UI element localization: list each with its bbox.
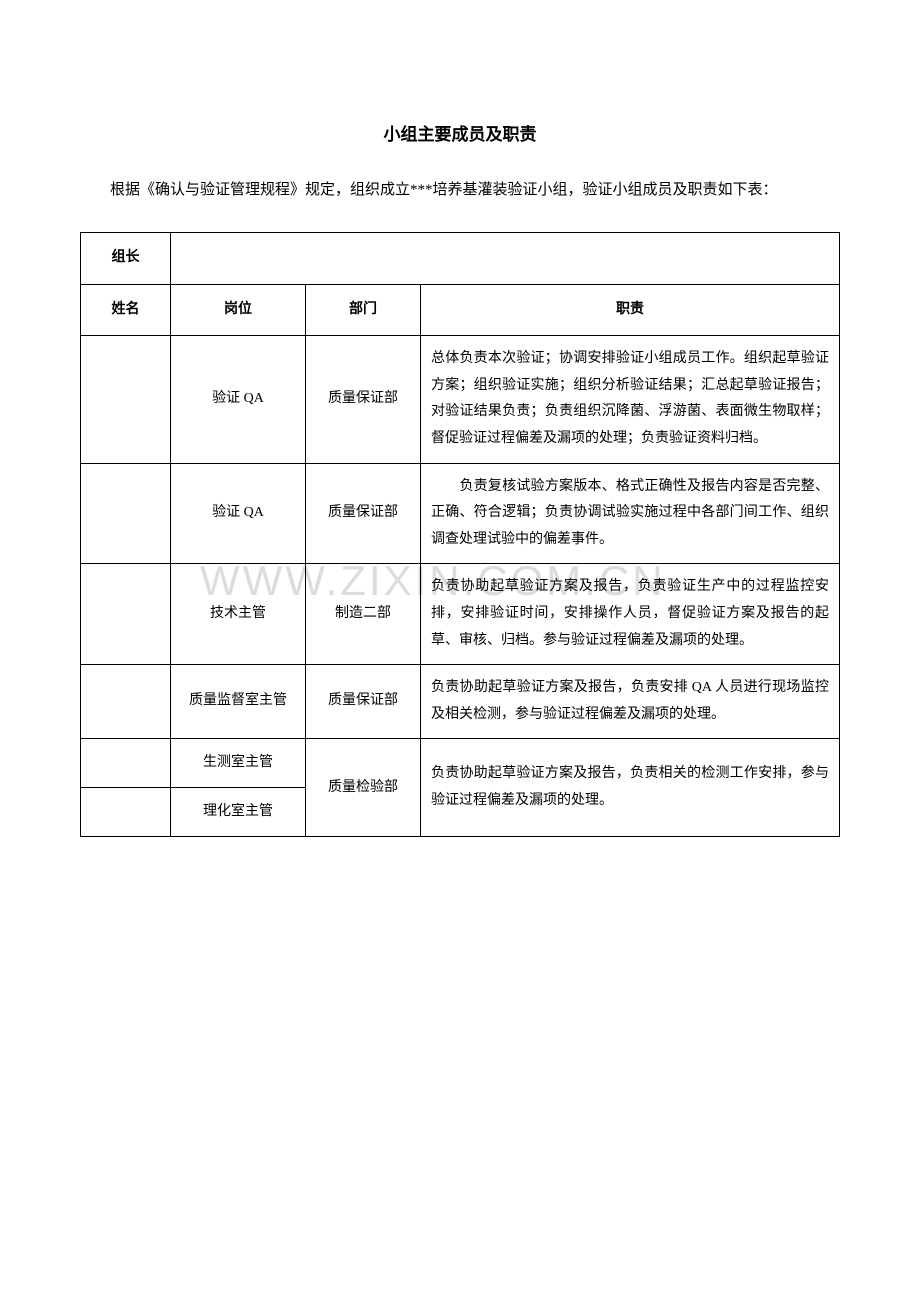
header-leader-empty [171,233,840,285]
table-row: 验证 QA 质量保证部 负责复核试验方案版本、格式正确性及报告内容是否完整、正确… [81,463,840,564]
cell-resp: 负责协助起草验证方案及报告，负责验证生产中的过程监控安排，安排验证时间，安排操作… [421,564,840,665]
cell-name [81,739,171,788]
cell-resp: 负责协助起草验证方案及报告，负责安排 QA 人员进行现场监控及相关检测，参与验证… [421,665,840,739]
cell-resp: 总体负责本次验证；协调安排验证小组成员工作。组织起草验证方案；组织验证实施；组织… [421,336,840,463]
intro-paragraph: 根据《确认与验证管理规程》规定，组织成立***培养基灌装验证小组，验证小组成员及… [80,177,840,204]
cell-name [81,665,171,739]
cell-role: 理化室主管 [171,788,306,837]
cell-dept: 质量保证部 [306,463,421,564]
cell-dept: 质量保证部 [306,665,421,739]
cell-dept: 质量检验部 [306,739,421,837]
table-row: 验证 QA 质量保证部 总体负责本次验证；协调安排验证小组成员工作。组织起草验证… [81,336,840,463]
page-title: 小组主要成员及职责 [80,120,840,145]
table-header-row: 姓名 岗位 部门 职责 [81,284,840,336]
header-resp: 职责 [421,284,840,336]
cell-role: 验证 QA [171,336,306,463]
table-row: 质量监督室主管 质量保证部 负责协助起草验证方案及报告，负责安排 QA 人员进行… [81,665,840,739]
cell-role: 生测室主管 [171,739,306,788]
header-leader: 组长 [81,233,171,285]
cell-name [81,463,171,564]
table-row: 生测室主管 质量检验部 负责协助起草验证方案及报告，负责相关的检测工作安排，参与… [81,739,840,788]
cell-name [81,788,171,837]
header-role: 岗位 [171,284,306,336]
cell-resp: 负责复核试验方案版本、格式正确性及报告内容是否完整、正确、符合逻辑；负责协调试验… [421,463,840,564]
cell-resp: 负责协助起草验证方案及报告，负责相关的检测工作安排，参与验证过程偏差及漏项的处理… [421,739,840,837]
header-name: 姓名 [81,284,171,336]
cell-role: 技术主管 [171,564,306,665]
table-row: 技术主管 制造二部 负责协助起草验证方案及报告，负责验证生产中的过程监控安排，安… [81,564,840,665]
cell-name [81,564,171,665]
cell-dept: 制造二部 [306,564,421,665]
header-dept: 部门 [306,284,421,336]
members-table: 组长 姓名 岗位 部门 职责 验证 QA 质量保证部 总体负责本次验证；协调安排… [80,232,840,837]
cell-role: 质量监督室主管 [171,665,306,739]
cell-name [81,336,171,463]
cell-dept: 质量保证部 [306,336,421,463]
cell-role: 验证 QA [171,463,306,564]
table-header-leader-row: 组长 [81,233,840,285]
